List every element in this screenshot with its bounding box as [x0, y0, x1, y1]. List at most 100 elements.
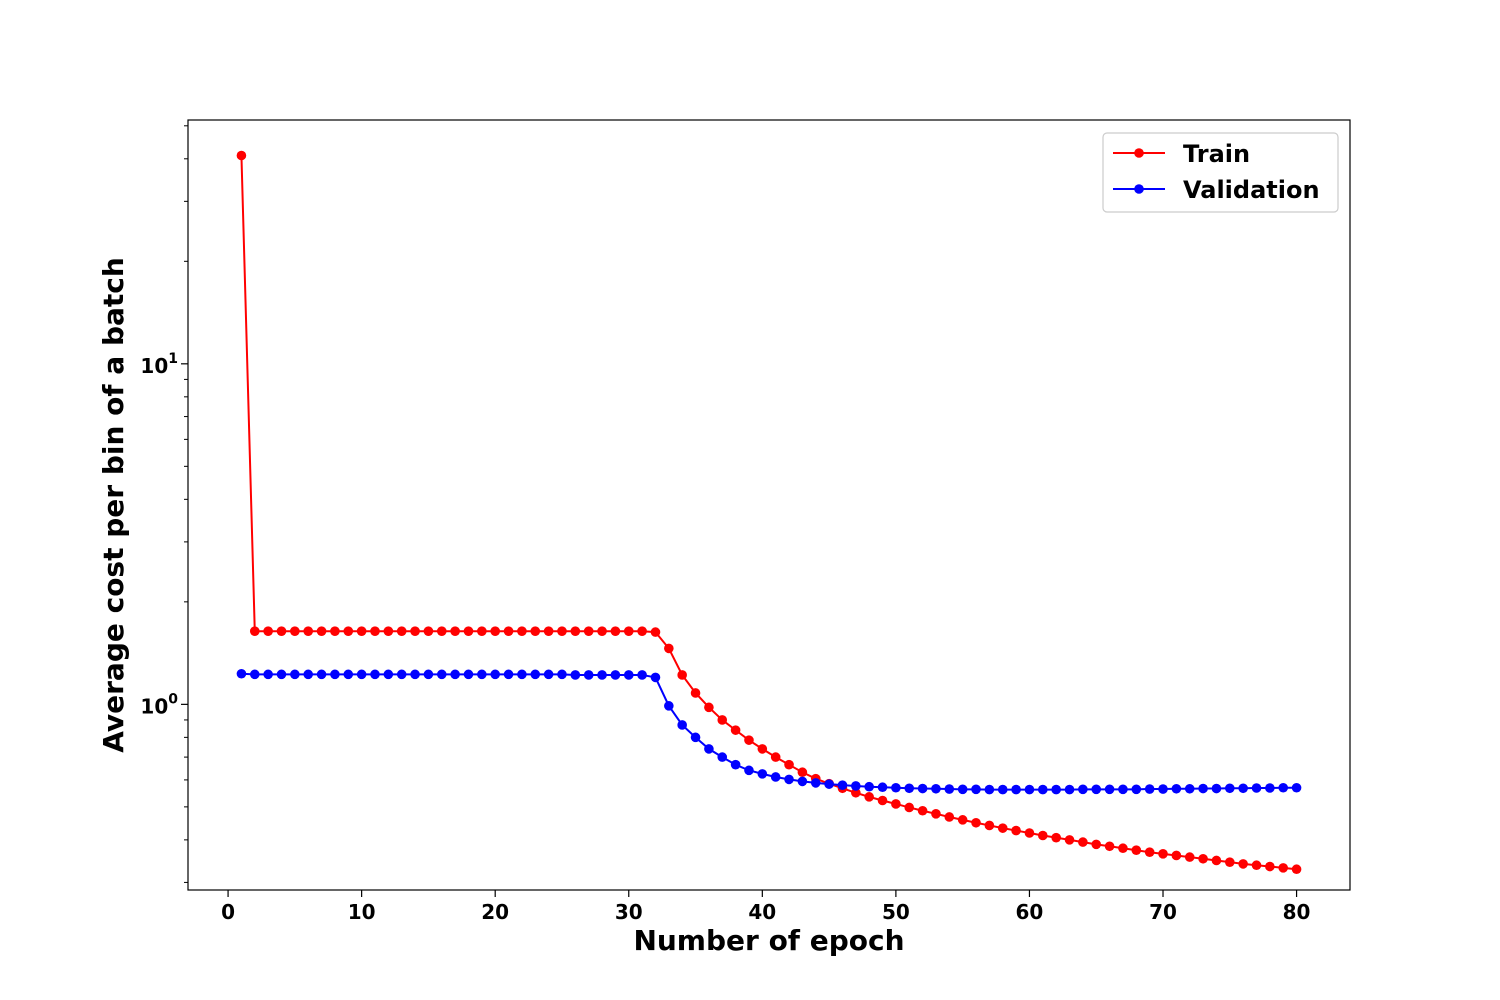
data-point [997, 823, 1008, 833]
data-point [1118, 843, 1128, 854]
data-point [904, 802, 915, 813]
data-point [730, 725, 741, 735]
data-point [330, 669, 340, 680]
data-point [370, 669, 380, 680]
data-point [343, 626, 354, 636]
y-tick-label: 100 [140, 691, 178, 718]
data-point [1291, 864, 1302, 875]
data-point [1251, 860, 1262, 871]
data-point [1158, 849, 1168, 859]
data-point [1158, 784, 1168, 794]
data-point [1224, 857, 1235, 867]
legend-marker [1134, 148, 1144, 158]
data-point [717, 752, 728, 762]
data-point [356, 669, 367, 680]
data-point [784, 774, 794, 785]
data-point [877, 782, 888, 793]
data-point [436, 626, 447, 636]
data-point [1278, 782, 1289, 793]
data-point [944, 784, 955, 794]
x-tick-label: 20 [481, 900, 509, 924]
data-point [557, 669, 567, 680]
data-point [623, 670, 634, 680]
data-point [490, 626, 501, 636]
data-point [770, 772, 781, 782]
data-point [1171, 783, 1182, 794]
data-point [570, 626, 581, 636]
data-point [1211, 855, 1222, 866]
data-point [931, 809, 941, 819]
x-tick-label: 80 [1283, 900, 1311, 924]
series-validation [236, 668, 1302, 795]
data-point [396, 626, 407, 636]
data-point [744, 735, 754, 745]
data-point [303, 669, 314, 680]
data-point [530, 669, 541, 680]
data-point [356, 626, 367, 636]
data-point [677, 670, 687, 680]
data-point [1198, 853, 1208, 864]
data-point [290, 669, 300, 680]
data-point [704, 744, 714, 754]
data-point [1211, 783, 1222, 794]
data-point [490, 669, 501, 680]
data-point [1118, 784, 1128, 795]
x-tick-label: 10 [348, 900, 376, 924]
data-point [704, 702, 714, 713]
x-tick-label: 30 [615, 900, 643, 924]
data-point [1064, 835, 1075, 845]
data-point [343, 669, 354, 680]
data-point [583, 670, 594, 680]
data-point [1038, 784, 1048, 795]
y-tick-label: 101 [140, 351, 178, 378]
data-point [1064, 784, 1075, 795]
data-point [837, 780, 848, 790]
x-tick-label: 50 [882, 900, 910, 924]
data-point [851, 781, 861, 791]
data-point [249, 626, 260, 636]
legend-entry-validation: Validation [1113, 176, 1320, 204]
data-point [503, 669, 514, 680]
data-point [530, 626, 541, 636]
data-point [971, 817, 981, 828]
data-point [383, 669, 394, 680]
data-point [410, 626, 420, 636]
data-point [1131, 845, 1142, 855]
data-point [1051, 784, 1061, 795]
data-point [1265, 783, 1275, 793]
data-point [1144, 784, 1155, 794]
y-axis-title: Average cost per bin of a batch [97, 257, 130, 753]
data-point [610, 670, 621, 680]
data-point [1171, 850, 1182, 861]
data-point [370, 626, 380, 636]
data-point [637, 670, 647, 680]
data-point [1131, 784, 1142, 795]
x-tick-label: 0 [221, 900, 235, 924]
data-point [1144, 847, 1155, 857]
data-point [864, 792, 874, 802]
data-point [1291, 782, 1302, 793]
data-point [917, 805, 928, 816]
data-point [1184, 783, 1195, 794]
data-point [583, 626, 594, 636]
data-point [904, 783, 915, 794]
data-point [757, 744, 768, 754]
data-point [477, 669, 487, 680]
data-point [957, 815, 968, 825]
data-point [436, 669, 447, 680]
data-point [664, 701, 674, 711]
x-axis-title: Number of epoch [633, 924, 904, 957]
data-point [730, 759, 741, 770]
data-point [757, 769, 768, 779]
data-point [236, 150, 247, 161]
data-point [276, 626, 287, 636]
data-point [810, 778, 821, 788]
data-point [543, 626, 554, 636]
data-point [1278, 863, 1289, 873]
x-tick-label: 60 [1016, 900, 1044, 924]
data-point [944, 812, 955, 822]
x-tick-label: 70 [1149, 900, 1177, 924]
data-point [423, 669, 434, 680]
data-point [316, 669, 327, 680]
